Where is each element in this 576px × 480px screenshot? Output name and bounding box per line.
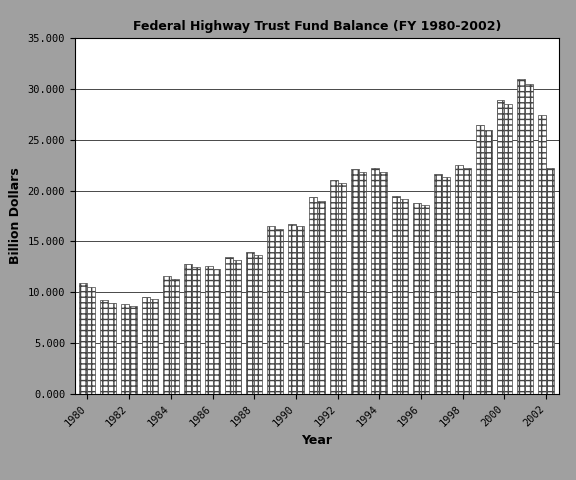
Bar [184, 264, 192, 394]
Bar [129, 306, 137, 394]
Bar [121, 304, 129, 394]
Bar [225, 257, 233, 394]
Bar [108, 303, 116, 394]
Bar [296, 226, 304, 394]
Bar [88, 287, 95, 394]
Bar [380, 172, 387, 394]
Bar [254, 254, 262, 394]
Bar [442, 178, 450, 394]
Bar [413, 203, 421, 394]
Bar [539, 115, 546, 394]
Bar [421, 205, 429, 394]
Bar [247, 252, 254, 394]
Bar [317, 201, 325, 394]
Bar [100, 300, 108, 394]
Bar [150, 299, 158, 394]
Bar [288, 224, 296, 394]
Bar [267, 226, 275, 394]
Bar [484, 130, 491, 394]
Bar [204, 266, 213, 394]
Bar [546, 168, 554, 394]
Bar [463, 168, 471, 394]
Bar [505, 104, 513, 394]
Bar [192, 267, 200, 394]
Bar [525, 84, 533, 394]
Bar [171, 279, 179, 394]
Bar [358, 172, 366, 394]
Bar [329, 180, 338, 394]
Bar [476, 125, 484, 394]
Bar [455, 165, 463, 394]
Bar [338, 182, 346, 394]
Bar [142, 297, 150, 394]
Bar [309, 197, 317, 394]
Y-axis label: Billion Dollars: Billion Dollars [9, 168, 22, 264]
Bar [517, 79, 525, 394]
Bar [275, 229, 283, 394]
Title: Federal Highway Trust Fund Balance (FY 1980-2002): Federal Highway Trust Fund Balance (FY 1… [132, 20, 501, 33]
X-axis label: Year: Year [301, 433, 332, 446]
Bar [163, 276, 171, 394]
Bar [213, 269, 221, 394]
Bar [400, 199, 408, 394]
Bar [434, 174, 442, 394]
Bar [392, 196, 400, 394]
Bar [372, 168, 380, 394]
Bar [233, 260, 241, 394]
Bar [351, 169, 358, 394]
Bar [497, 100, 505, 394]
Bar [79, 283, 88, 394]
